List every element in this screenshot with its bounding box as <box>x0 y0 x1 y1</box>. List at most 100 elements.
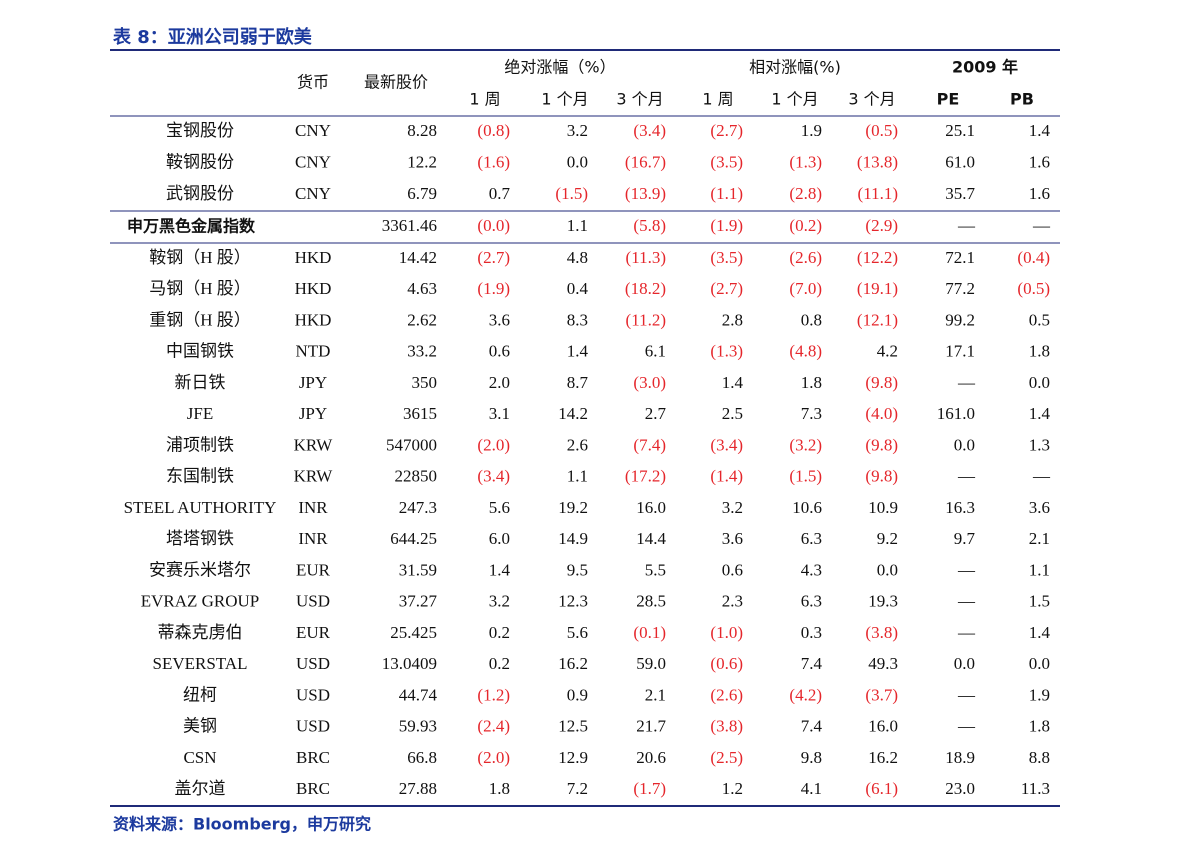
source-note: 资料来源：Bloomberg，申万研究 <box>113 815 371 834</box>
value-cell: 1.8 <box>1029 717 1050 736</box>
value-cell: (2.8) <box>789 184 822 203</box>
value-cell: (7.0) <box>789 279 822 298</box>
value-cell: 2.1 <box>1029 529 1050 548</box>
value-cell: 18.9 <box>945 748 975 767</box>
value-cell: 0.6 <box>722 560 743 579</box>
currency-cell: INR <box>298 529 328 548</box>
value-cell: 0.4 <box>567 279 589 298</box>
currency-cell: JPY <box>299 373 327 392</box>
value-cell: 0.6 <box>489 342 510 361</box>
value-cell: 7.3 <box>801 404 822 423</box>
row-name: 安赛乐米塔尔 <box>149 559 251 579</box>
value-cell: (0.5) <box>865 121 898 140</box>
value-cell: 28.5 <box>636 592 666 611</box>
value-cell: 2.6 <box>567 435 588 454</box>
value-cell: 14.9 <box>558 529 588 548</box>
value-cell: (2.7) <box>710 279 743 298</box>
value-cell: — <box>957 717 976 736</box>
value-cell: 8.7 <box>567 373 589 392</box>
value-cell: (4.8) <box>789 342 822 361</box>
row-name: 美钢 <box>183 717 217 736</box>
row-name: STEEL AUTHORITY <box>124 498 277 517</box>
value-cell: (0.6) <box>710 654 743 673</box>
value-cell: 1.4 <box>722 373 744 392</box>
value-cell: 5.5 <box>645 560 666 579</box>
row-name: 盖尔道 <box>175 779 226 798</box>
value-cell: 0.0 <box>1029 373 1050 392</box>
value-cell: 20.6 <box>636 748 666 767</box>
value-cell: (1.3) <box>710 342 743 361</box>
value-cell: 5.6 <box>489 498 510 517</box>
value-cell: (1.5) <box>555 184 588 203</box>
header-cell: 2009 年 <box>952 58 1018 77</box>
value-cell: 22850 <box>395 467 438 486</box>
currency-cell: CNY <box>295 152 331 171</box>
value-cell: — <box>957 373 976 392</box>
currency-cell: BRC <box>296 779 330 798</box>
value-cell: 25.425 <box>390 623 437 642</box>
value-cell: 25.1 <box>945 121 975 140</box>
value-cell: 9.2 <box>877 529 898 548</box>
currency-cell: KRW <box>294 435 334 454</box>
value-cell: (0.1) <box>633 623 666 642</box>
row-name: 塔塔钢铁 <box>166 529 234 548</box>
value-cell: 0.7 <box>489 184 511 203</box>
value-cell: 16.3 <box>945 498 975 517</box>
value-cell: 8.3 <box>567 310 588 329</box>
currency-cell: INR <box>298 498 328 517</box>
value-cell: (12.1) <box>857 310 898 329</box>
value-cell: 61.0 <box>945 152 975 171</box>
value-cell: 2.7 <box>645 404 667 423</box>
row-name: JFE <box>187 404 213 423</box>
value-cell: (3.2) <box>789 435 822 454</box>
value-cell: 66.8 <box>407 748 437 767</box>
value-cell: (11.3) <box>626 248 666 267</box>
value-cell: (13.9) <box>625 184 666 203</box>
value-cell: 0.2 <box>489 654 510 673</box>
value-cell: 3.6 <box>489 310 510 329</box>
value-cell: 3361.46 <box>382 216 437 235</box>
value-cell: 1.4 <box>1029 121 1051 140</box>
currency-cell: JPY <box>299 404 327 423</box>
value-cell: 44.74 <box>399 685 438 704</box>
value-cell: 13.0409 <box>382 654 437 673</box>
value-cell: 4.1 <box>801 779 822 798</box>
value-cell: (3.4) <box>477 467 510 486</box>
value-cell: 4.63 <box>407 279 437 298</box>
value-cell: 547000 <box>386 435 437 454</box>
value-cell: 1.4 <box>489 560 511 579</box>
value-cell: 3.1 <box>489 404 510 423</box>
value-cell: (0.2) <box>789 216 822 235</box>
row-name: SEVERSTAL <box>153 654 248 673</box>
value-cell: (0.5) <box>1017 279 1050 298</box>
value-cell: 7.4 <box>801 717 823 736</box>
value-cell: (9.8) <box>865 373 898 392</box>
value-cell: (2.7) <box>477 248 510 267</box>
value-cell: 3.2 <box>722 498 743 517</box>
header-cell: 1 周 <box>702 90 733 109</box>
value-cell: 6.3 <box>801 529 822 548</box>
value-cell: 31.59 <box>399 560 437 579</box>
value-cell: 33.2 <box>407 342 437 361</box>
value-cell: 0.0 <box>954 654 975 673</box>
value-cell: 1.8 <box>1029 342 1050 361</box>
value-cell: (2.0) <box>477 748 510 767</box>
value-cell: 0.9 <box>567 685 588 704</box>
value-cell: (9.8) <box>865 435 898 454</box>
value-cell: (1.0) <box>710 623 743 642</box>
row-name: 鞍钢股份 <box>166 152 234 171</box>
value-cell: 247.3 <box>399 498 437 517</box>
currency-cell: EUR <box>296 623 331 642</box>
value-cell: 8.8 <box>1029 748 1050 767</box>
value-cell: 16.2 <box>868 748 898 767</box>
value-cell: (2.5) <box>710 748 743 767</box>
currency-cell: KRW <box>294 467 334 486</box>
row-name: 浦项制铁 <box>166 435 234 454</box>
currency-cell: NTD <box>296 342 331 361</box>
currency-cell: USD <box>296 654 330 673</box>
value-cell: (1.5) <box>789 467 822 486</box>
value-cell: — <box>957 216 976 235</box>
currency-cell: HKD <box>295 279 332 298</box>
value-cell: 11.3 <box>1021 779 1050 798</box>
